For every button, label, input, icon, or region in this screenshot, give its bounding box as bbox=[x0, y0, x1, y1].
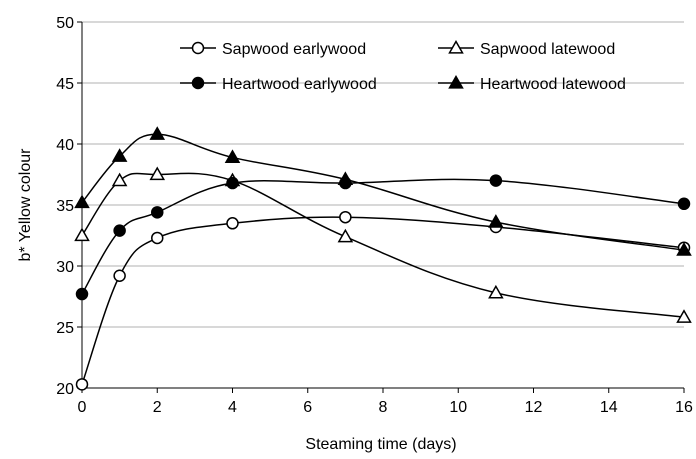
data-point-2-0 bbox=[75, 287, 89, 301]
legend-marker-3 bbox=[448, 74, 464, 89]
data-point-1-4 bbox=[337, 228, 354, 243]
data-point-2-1 bbox=[113, 224, 126, 237]
series-3 bbox=[74, 126, 692, 256]
data-point-2-3 bbox=[226, 176, 239, 190]
x-tick-label-7: 14 bbox=[600, 399, 618, 416]
y-axis-title: b* Yellow colour bbox=[17, 148, 34, 262]
data-point-1-5 bbox=[488, 284, 504, 299]
data-point-1-6 bbox=[676, 309, 692, 323]
x-tick-label-6: 12 bbox=[525, 399, 543, 416]
legend-label-1: Sapwood latewood bbox=[480, 41, 615, 58]
x-tick-label-5: 10 bbox=[449, 399, 467, 416]
series-line-3 bbox=[81, 133, 685, 251]
x-tick-label-3: 6 bbox=[303, 399, 312, 416]
x-tick-labels: 0 2 4 6 8 10 12 14 16 bbox=[78, 399, 693, 416]
legend-label-2: Heartwood earlywood bbox=[222, 76, 377, 93]
data-point-3-2 bbox=[149, 126, 166, 140]
data-point-2-6 bbox=[677, 197, 691, 211]
data-point-0-2 bbox=[151, 231, 164, 245]
y-tick-labels: 20 25 30 35 40 45 50 bbox=[56, 15, 74, 398]
legend-label-0: Sapwood earlywood bbox=[222, 41, 366, 58]
data-point-3-1 bbox=[111, 148, 128, 162]
y-tick-label-1: 25 bbox=[56, 320, 74, 337]
data-point-1-2 bbox=[149, 166, 166, 181]
data-point-3-3 bbox=[224, 149, 241, 164]
data-point-2-2 bbox=[151, 206, 164, 219]
data-point-3-0 bbox=[74, 194, 90, 209]
y-tick-label-3: 35 bbox=[56, 198, 74, 215]
legend-item-1: Sapwood latewood bbox=[438, 39, 615, 58]
legend-label-3: Heartwood latewood bbox=[480, 76, 626, 93]
legend: Sapwood earlywood Sapwood latewood Heartwo… bbox=[180, 39, 626, 93]
x-tick-label-0: 0 bbox=[78, 399, 87, 416]
x-tick-label-2: 4 bbox=[228, 399, 237, 416]
y-tick-label-4: 40 bbox=[56, 137, 74, 154]
series-line-0 bbox=[81, 216, 685, 385]
legend-marker-0 bbox=[191, 41, 205, 55]
y-tick-label-0: 20 bbox=[56, 381, 74, 398]
data-point-0-0 bbox=[75, 378, 89, 391]
data-point-1-1 bbox=[111, 172, 128, 187]
legend-item-2: Heartwood earlywood bbox=[180, 76, 377, 93]
x-tick-label-1: 2 bbox=[153, 399, 162, 416]
x-axis-title: Steaming time (days) bbox=[305, 436, 456, 453]
y-tick-label-5: 45 bbox=[56, 76, 74, 93]
legend-item-3: Heartwood latewood bbox=[438, 74, 626, 93]
y-tick-label-6: 50 bbox=[56, 15, 74, 32]
series-group bbox=[74, 126, 692, 391]
legend-marker-1 bbox=[448, 39, 464, 54]
data-point-0-4 bbox=[339, 210, 352, 224]
x-tick-label-4: 8 bbox=[379, 399, 388, 416]
data-point-1-0 bbox=[74, 227, 90, 242]
data-point-3-5 bbox=[488, 214, 504, 228]
data-point-3-4 bbox=[337, 171, 354, 186]
series-line-1 bbox=[81, 172, 685, 318]
x-tick-label-8: 16 bbox=[675, 399, 693, 416]
data-point-0-1 bbox=[113, 269, 126, 283]
y-tick-label-2: 30 bbox=[56, 259, 74, 276]
data-point-2-5 bbox=[489, 174, 503, 187]
data-point-0-3 bbox=[226, 217, 239, 230]
series-1 bbox=[74, 166, 692, 323]
data-point-3-6 bbox=[676, 242, 692, 256]
legend-marker-2 bbox=[191, 76, 205, 90]
legend-item-0: Sapwood earlywood bbox=[180, 41, 366, 58]
